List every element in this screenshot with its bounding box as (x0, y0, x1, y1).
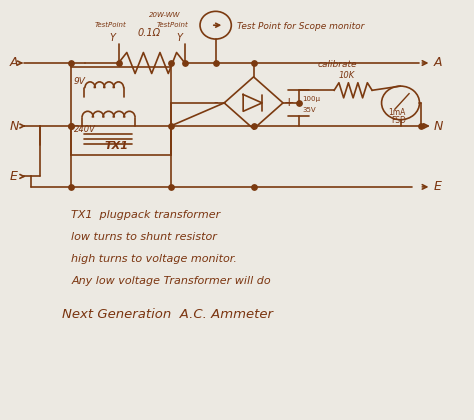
Text: TX1: TX1 (104, 141, 128, 151)
Text: Next Generation  A.C. Ammeter: Next Generation A.C. Ammeter (62, 308, 273, 321)
Text: -: - (213, 97, 218, 109)
Point (212, 60, 219, 66)
Text: E: E (9, 170, 18, 183)
Point (115, 60, 122, 66)
Text: A: A (434, 57, 442, 69)
Text: +: + (283, 97, 294, 109)
Text: N: N (9, 120, 19, 132)
Point (67, 184, 75, 190)
Text: low turns to shunt resistor: low turns to shunt resistor (71, 232, 217, 242)
Text: 20W-WW: 20W-WW (149, 12, 181, 18)
Text: Y: Y (176, 33, 182, 43)
Text: TestPoint: TestPoint (95, 22, 127, 28)
Bar (71, 67, 171, 155)
Text: Any low voltage Transformer will do: Any low voltage Transformer will do (71, 276, 271, 286)
Text: high turns to voltage monitor.: high turns to voltage monitor. (71, 254, 237, 264)
Point (181, 60, 189, 66)
Point (67, 123, 75, 129)
Text: A: A (9, 57, 18, 69)
Text: 0.1Ω: 0.1Ω (137, 28, 161, 38)
Text: Y: Y (110, 33, 116, 43)
Text: 9V: 9V (73, 77, 85, 86)
Text: 1mA: 1mA (389, 108, 406, 117)
Text: 35V: 35V (302, 107, 316, 113)
Point (167, 60, 174, 66)
Point (295, 100, 302, 106)
Text: calibrate: calibrate (318, 60, 357, 69)
Text: 240V: 240V (73, 125, 95, 134)
Text: Test Point for Scope monitor: Test Point for Scope monitor (237, 21, 365, 31)
Point (167, 184, 174, 190)
Point (67, 123, 75, 129)
Point (417, 123, 425, 129)
Text: 100µ: 100µ (302, 96, 320, 102)
Text: TestPoint: TestPoint (156, 22, 188, 28)
Point (67, 60, 75, 66)
Text: 10K: 10K (339, 71, 355, 80)
Text: N: N (434, 120, 443, 132)
Point (250, 184, 257, 190)
Point (167, 123, 174, 129)
Text: FSD: FSD (391, 116, 406, 125)
Point (250, 123, 257, 129)
Point (250, 60, 257, 66)
Text: E: E (434, 181, 442, 193)
Text: TX1  plugpack transformer: TX1 plugpack transformer (71, 210, 220, 220)
